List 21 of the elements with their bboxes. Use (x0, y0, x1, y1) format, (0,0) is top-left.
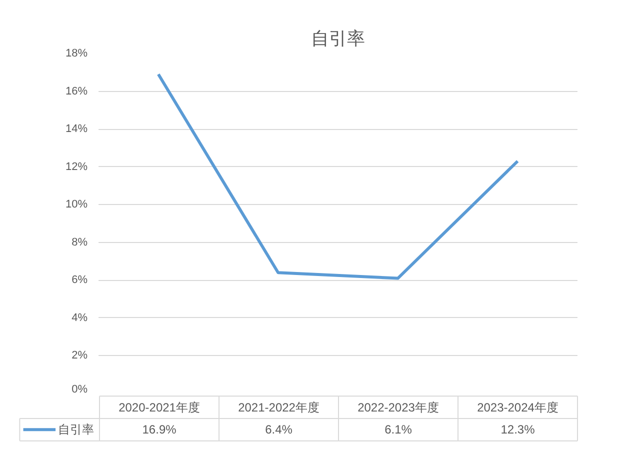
line-series (156, 72, 520, 280)
y-tick-label: 8% (72, 236, 88, 248)
y-tick-label: 0% (72, 384, 88, 396)
data-label: 6.4% (265, 422, 293, 437)
y-tick-label: 10% (65, 198, 88, 211)
y-tick-label: 2% (72, 350, 88, 362)
y-tick-label: 16% (65, 85, 88, 98)
x-tick-label: 2023-2024年度 (477, 400, 558, 414)
y-tick-label: 18% (65, 48, 88, 60)
x-tick-label: 2022-2023年度 (358, 400, 439, 414)
x-tick-label: 2021-2022年度 (238, 400, 320, 414)
data-label: 6.1% (384, 422, 412, 437)
y-tick-label: 12% (65, 160, 88, 173)
y-tick-label: 6% (72, 274, 88, 286)
legend-label: 自引率 (58, 422, 94, 437)
data-label: 12.3% (500, 422, 536, 437)
x-tick-label: 2020-2021年度 (118, 400, 200, 414)
chart-title: 自引率 (311, 28, 365, 48)
y-tick-label: 4% (72, 312, 88, 324)
y-tick-label: 14% (65, 123, 88, 136)
data-label: 16.9% (142, 422, 177, 437)
